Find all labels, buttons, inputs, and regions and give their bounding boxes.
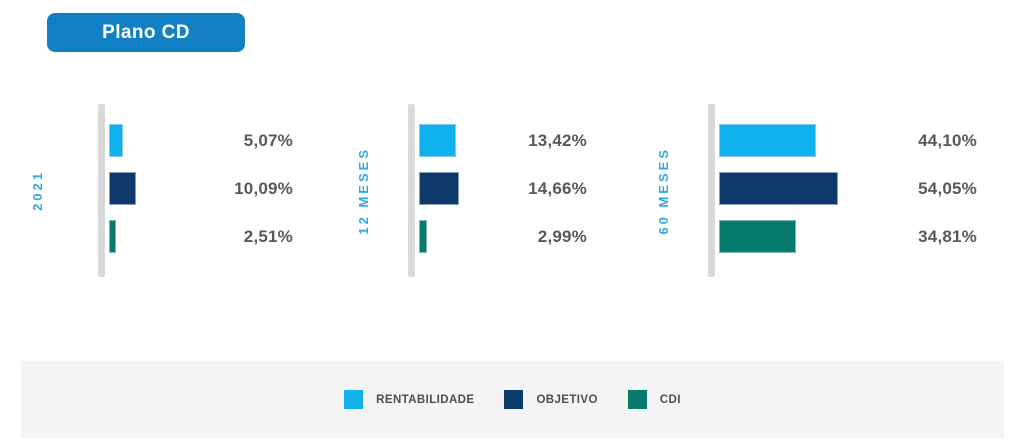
bar-cdi bbox=[419, 220, 428, 253]
legend-swatch-objetivo-icon bbox=[504, 390, 524, 409]
bar-row: 10,09% bbox=[109, 172, 293, 205]
bar-value-label: 2,51% bbox=[243, 226, 293, 246]
bar-rentabilidade bbox=[109, 124, 123, 157]
plano-cd-badge[interactable]: Plano CD bbox=[47, 13, 245, 52]
legend-label: CDI bbox=[659, 393, 681, 406]
bar-cdi bbox=[109, 220, 116, 253]
axis-baseline bbox=[408, 104, 415, 277]
bar-stack: 44,10% 54,05% 34,81% bbox=[719, 124, 977, 253]
axis-baseline bbox=[98, 104, 105, 277]
chart-group-60-meses: 60 MESES 44,10% 54,05% 34,81% bbox=[656, 104, 977, 277]
legend-item-cdi: CDI bbox=[627, 390, 681, 409]
bar-rentabilidade bbox=[419, 124, 456, 157]
bar-rentabilidade bbox=[719, 124, 816, 157]
bar-row: 2,51% bbox=[109, 220, 293, 253]
chart-group-2021: 2021 5,07% 10,09% 2,51% bbox=[30, 104, 293, 277]
chart-group-12-meses: 12 MESES 13,42% 14,66% 2,99% bbox=[356, 104, 587, 277]
legend-swatch-cdi-icon bbox=[627, 390, 647, 409]
bar-value-label: 54,05% bbox=[918, 178, 977, 198]
bar-row: 13,42% bbox=[419, 124, 587, 157]
legend-item-objetivo: OBJETIVO bbox=[504, 390, 597, 409]
bar-row: 34,81% bbox=[719, 220, 977, 253]
bar-row: 14,66% bbox=[419, 172, 587, 205]
legend-item-rentabilidade: RENTABILIDADE bbox=[344, 390, 474, 409]
group-label-60-meses: 60 MESES bbox=[656, 146, 671, 235]
bar-stack: 5,07% 10,09% 2,51% bbox=[109, 124, 293, 253]
bar-value-label: 34,81% bbox=[918, 226, 977, 246]
bar-value-label: 10,09% bbox=[234, 178, 293, 198]
legend: RENTABILIDADE OBJETIVO CDI bbox=[21, 361, 1004, 438]
legend-swatch-rentabilidade-icon bbox=[344, 390, 364, 409]
bar-objetivo bbox=[109, 172, 136, 205]
bar-row: 44,10% bbox=[719, 124, 977, 157]
bar-value-label: 44,10% bbox=[918, 130, 977, 150]
legend-row: RENTABILIDADE OBJETIVO CDI bbox=[344, 390, 681, 409]
bar-cdi bbox=[719, 220, 796, 253]
legend-label: RENTABILIDADE bbox=[376, 393, 475, 406]
legend-label: OBJETIVO bbox=[536, 393, 598, 406]
bar-row: 54,05% bbox=[719, 172, 977, 205]
group-label-12-meses: 12 MESES bbox=[356, 146, 371, 235]
bar-value-label: 14,66% bbox=[528, 178, 587, 198]
bar-value-label: 13,42% bbox=[528, 130, 587, 150]
bar-objetivo bbox=[419, 172, 459, 205]
group-label-2021: 2021 bbox=[30, 170, 45, 211]
bar-row: 5,07% bbox=[109, 124, 293, 157]
axis-baseline bbox=[708, 104, 715, 277]
bar-objetivo bbox=[719, 172, 838, 205]
bar-value-label: 2,99% bbox=[537, 226, 587, 246]
bar-value-label: 5,07% bbox=[243, 130, 293, 150]
bar-row: 2,99% bbox=[419, 220, 587, 253]
bar-stack: 13,42% 14,66% 2,99% bbox=[419, 124, 587, 253]
